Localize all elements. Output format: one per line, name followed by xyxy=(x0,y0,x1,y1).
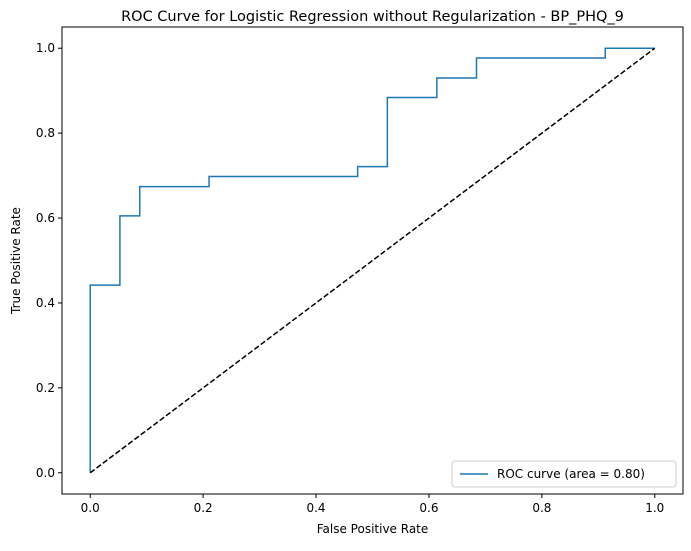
plot-frame xyxy=(61,26,684,495)
plot-layer xyxy=(89,47,656,474)
chart-title: ROC Curve for Logistic Regression withou… xyxy=(121,9,624,25)
legend: ROC curve (area = 0.80) xyxy=(451,460,677,488)
x-tick-label: 0.0 xyxy=(81,501,100,515)
y-axis-label: True Positive Rate xyxy=(9,207,23,315)
x-tick-label: 0.2 xyxy=(194,501,213,515)
x-axis-label: False Positive Rate xyxy=(317,522,429,536)
roc-curve-line xyxy=(89,47,655,473)
x-tick-label: 1.0 xyxy=(645,501,664,515)
tick-layer: 0.0 0.2 0.4 0.6 0.8 1.0 0.0 0.2 0.4 0.6 0.8 1.0 xyxy=(36,41,664,515)
legend-entry-roc-curve: ROC curve (area = 0.80) xyxy=(497,467,645,481)
y-tick-label: 0.8 xyxy=(36,126,55,140)
y-tick-label: 1.0 xyxy=(36,41,55,55)
x-tick-label: 0.8 xyxy=(532,501,551,515)
y-tick-label: 0.6 xyxy=(36,211,55,225)
x-tick-label: 0.4 xyxy=(306,501,325,515)
x-tick-label: 0.6 xyxy=(419,501,438,515)
legend-box xyxy=(451,460,677,488)
chance-diagonal-line xyxy=(89,47,656,474)
y-tick-label: 0.4 xyxy=(36,296,55,310)
y-tick-label: 0.0 xyxy=(36,466,55,480)
y-tick-label: 0.2 xyxy=(36,381,55,395)
